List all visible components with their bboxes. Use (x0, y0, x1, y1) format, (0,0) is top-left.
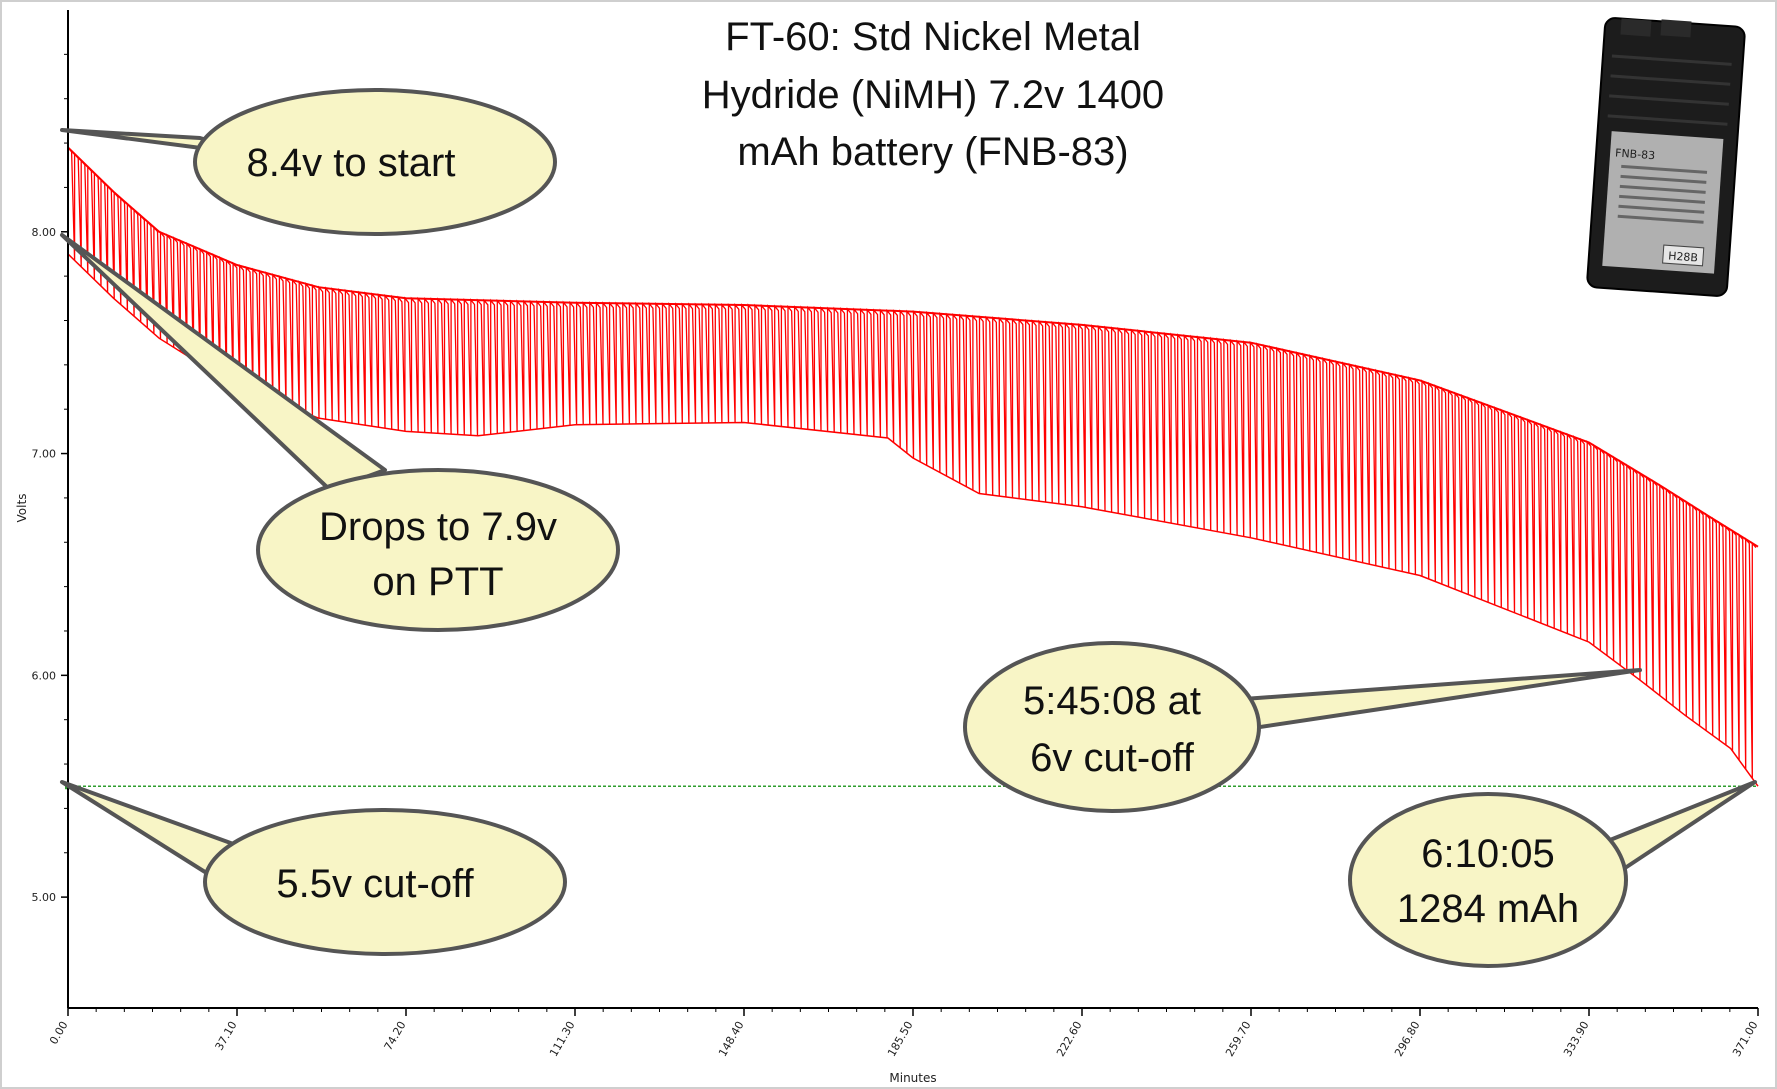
x-axis-title: Minutes (889, 1071, 936, 1085)
callout-cutoff-text: 5.5v cut-off (276, 862, 474, 906)
battery-sub-label: H28B (1668, 249, 1699, 264)
battery-label: FNB-83 (1615, 146, 1656, 162)
y-axis-title: Volts (15, 494, 29, 523)
callout-sixv-line1: 5:45:08 at (1023, 679, 1201, 723)
y-tick-label: 6.00 (32, 669, 57, 682)
callout-sixv-line2: 6v cut-off (1030, 736, 1195, 780)
callout-ptt-line2: on PTT (372, 560, 503, 604)
title-line-3: mAh battery (FNB-83) (737, 130, 1128, 174)
title-line-1: FT-60: Std Nickel Metal (725, 15, 1141, 59)
callout-ptt: Drops to 7.9v on PTT (60, 233, 620, 632)
callout-start: 8.4v to start (60, 88, 557, 236)
chart-title: FT-60: Std Nickel Metal Hydride (NiMH) 7… (702, 15, 1164, 174)
voltage-trace (67, 145, 1757, 779)
battery-pack-image: FNB-83 H28B (1586, 17, 1746, 297)
y-tick-label: 8.00 (32, 226, 57, 239)
idle-voltage-envelope (67, 146, 1759, 548)
y-tick-label: 5.00 (32, 891, 57, 904)
callout-end: 6:10:05 1284 mAh (1348, 780, 1757, 968)
callout-start-text: 8.4v to start (247, 141, 456, 185)
callout-ptt-line1: Drops to 7.9v (319, 505, 557, 549)
title-line-2: Hydride (NiMH) 7.2v 1400 (702, 73, 1164, 117)
callout-end-line2: 1284 mAh (1397, 887, 1579, 931)
callout-cutoff: 5.5v cut-off (60, 780, 567, 956)
y-tick-label: 7.00 (32, 448, 57, 461)
callout-sixv: 5:45:08 at 6v cut-off (963, 641, 1642, 813)
callout-end-line1: 6:10:05 (1421, 832, 1554, 876)
